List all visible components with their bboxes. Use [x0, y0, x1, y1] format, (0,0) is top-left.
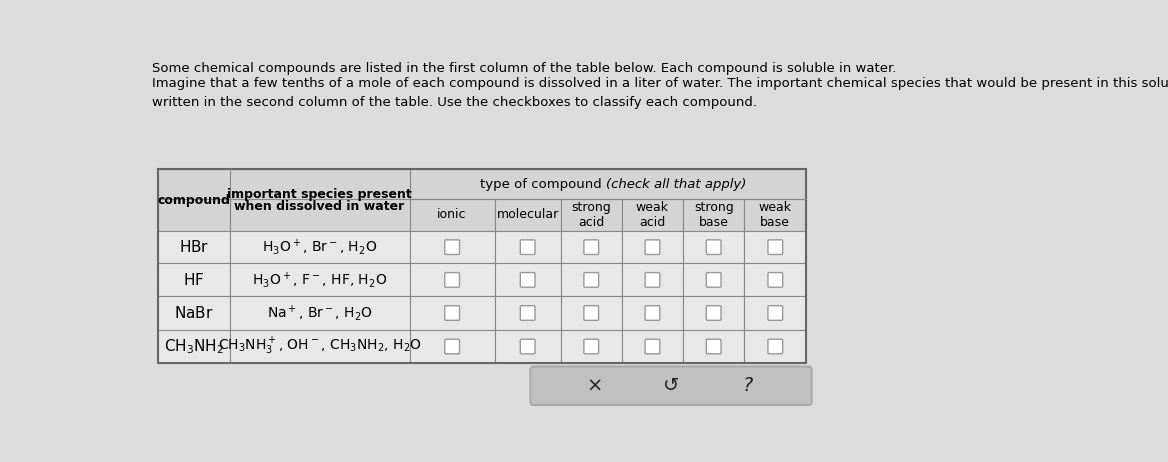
FancyBboxPatch shape [645, 306, 660, 320]
Bar [158, 297, 230, 329]
Bar [495, 263, 561, 297]
FancyBboxPatch shape [445, 306, 459, 320]
FancyBboxPatch shape [520, 339, 535, 354]
FancyBboxPatch shape [707, 306, 721, 320]
Text: (check all that apply): (check all that apply) [606, 177, 746, 190]
Text: strong
acid: strong acid [571, 201, 611, 229]
Bar [621, 297, 683, 329]
Bar [410, 263, 495, 297]
FancyBboxPatch shape [584, 306, 598, 320]
Bar [744, 199, 806, 231]
Text: weak
acid: weak acid [635, 201, 669, 229]
Bar [495, 199, 561, 231]
Bar [744, 297, 806, 329]
Text: ↺: ↺ [663, 376, 680, 395]
Text: type of compound: type of compound [480, 177, 606, 190]
Bar [410, 170, 806, 199]
Bar [495, 231, 561, 263]
FancyBboxPatch shape [645, 339, 660, 354]
Bar [158, 170, 806, 364]
Text: Imagine that a few tenths of a mole of each compound is dissolved in a liter of : Imagine that a few tenths of a mole of e… [152, 77, 1168, 109]
Text: $\mathsf{NaBr}$: $\mathsf{NaBr}$ [174, 305, 214, 321]
Text: $\mathsf{H_3O^+}$, $\mathsf{F^-}$, $\mathsf{HF}$, $\mathsf{H_2O}$: $\mathsf{H_3O^+}$, $\mathsf{F^-}$, $\mat… [252, 270, 387, 290]
FancyBboxPatch shape [767, 240, 783, 255]
Bar [621, 199, 683, 231]
Text: $\mathsf{HF}$: $\mathsf{HF}$ [183, 272, 204, 288]
Bar [158, 231, 230, 263]
Text: strong
base: strong base [694, 201, 734, 229]
Bar [495, 297, 561, 329]
Bar [158, 199, 230, 231]
Bar [410, 297, 495, 329]
FancyBboxPatch shape [520, 306, 535, 320]
Text: $\mathsf{CH_3NH_2}$: $\mathsf{CH_3NH_2}$ [164, 337, 224, 356]
Bar [683, 231, 744, 263]
Text: ×: × [586, 376, 603, 395]
Bar [561, 199, 621, 231]
Bar [230, 199, 410, 231]
Bar [683, 263, 744, 297]
FancyBboxPatch shape [767, 339, 783, 354]
FancyBboxPatch shape [584, 273, 598, 287]
Bar [683, 329, 744, 364]
FancyBboxPatch shape [445, 273, 459, 287]
Bar [410, 199, 495, 231]
Bar [410, 231, 495, 263]
Bar [158, 329, 230, 364]
Bar [230, 263, 410, 297]
Bar [495, 329, 561, 364]
Bar [158, 263, 230, 297]
Text: $\mathsf{Na^+}$, $\mathsf{Br^-}$, $\mathsf{H_2O}$: $\mathsf{Na^+}$, $\mathsf{Br^-}$, $\math… [266, 303, 373, 323]
Bar [230, 297, 410, 329]
FancyBboxPatch shape [520, 240, 535, 255]
Text: when dissolved in water: when dissolved in water [235, 200, 405, 213]
Bar [410, 329, 495, 364]
Text: $\mathsf{CH_3NH_3^+}$, $\mathsf{OH^-}$, $\mathsf{CH_3NH_2}$, $\mathsf{H_2O}$: $\mathsf{CH_3NH_3^+}$, $\mathsf{OH^-}$, … [217, 336, 422, 357]
FancyBboxPatch shape [530, 366, 812, 405]
Bar [621, 231, 683, 263]
Bar [561, 263, 621, 297]
Bar [683, 199, 744, 231]
Text: Some chemical compounds are listed in the first column of the table below. Each : Some chemical compounds are listed in th… [152, 61, 897, 74]
Bar [621, 329, 683, 364]
Text: ?: ? [743, 376, 753, 395]
Text: ionic: ionic [437, 208, 467, 221]
FancyBboxPatch shape [645, 240, 660, 255]
Bar [158, 170, 410, 231]
FancyBboxPatch shape [445, 240, 459, 255]
Bar [230, 231, 410, 263]
Bar [561, 329, 621, 364]
Text: $\mathsf{HBr}$: $\mathsf{HBr}$ [179, 239, 209, 255]
FancyBboxPatch shape [584, 240, 598, 255]
Text: weak
base: weak base [759, 201, 792, 229]
Text: important species present: important species present [228, 188, 412, 201]
Bar [744, 263, 806, 297]
FancyBboxPatch shape [767, 273, 783, 287]
FancyBboxPatch shape [707, 273, 721, 287]
FancyBboxPatch shape [445, 339, 459, 354]
Text: compound: compound [158, 194, 230, 207]
FancyBboxPatch shape [645, 273, 660, 287]
FancyBboxPatch shape [707, 240, 721, 255]
Bar [561, 297, 621, 329]
Bar [561, 231, 621, 263]
Text: $\mathsf{H_3O^+}$, $\mathsf{Br^-}$, $\mathsf{H_2O}$: $\mathsf{H_3O^+}$, $\mathsf{Br^-}$, $\ma… [262, 237, 377, 257]
Bar [744, 329, 806, 364]
FancyBboxPatch shape [520, 273, 535, 287]
FancyBboxPatch shape [767, 306, 783, 320]
Bar [621, 263, 683, 297]
Bar [230, 329, 410, 364]
FancyBboxPatch shape [707, 339, 721, 354]
FancyBboxPatch shape [584, 339, 598, 354]
Bar [683, 297, 744, 329]
Bar [744, 231, 806, 263]
Text: molecular: molecular [496, 208, 558, 221]
